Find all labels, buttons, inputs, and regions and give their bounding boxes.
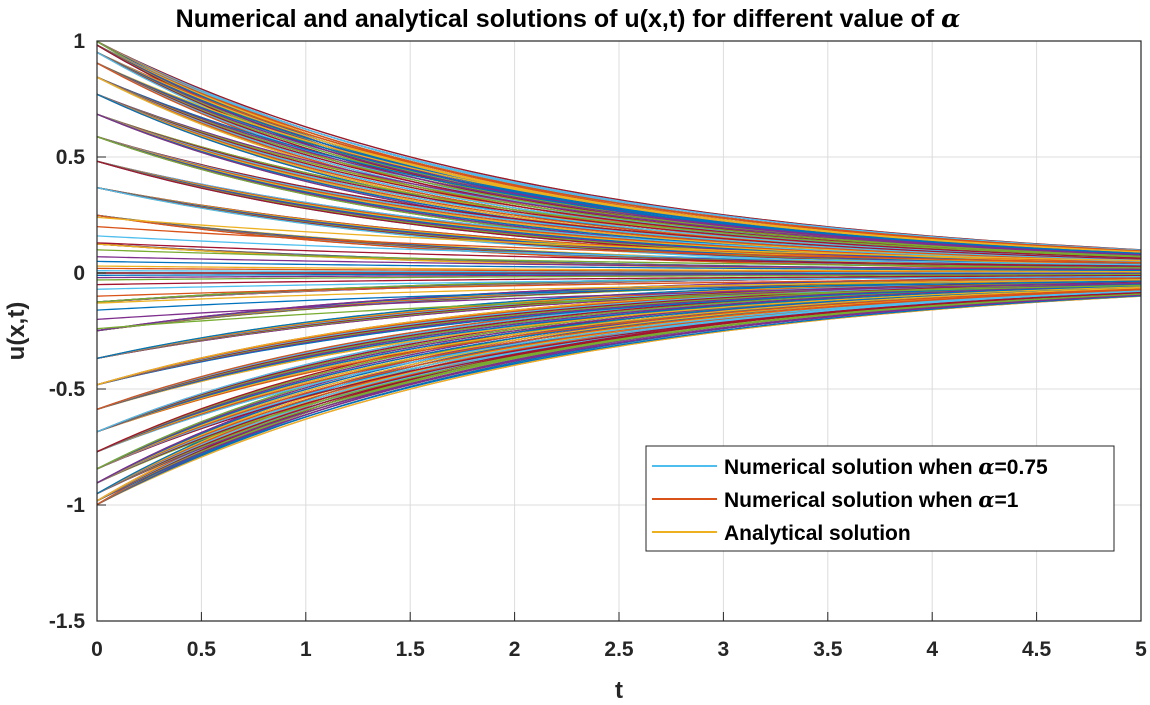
x-tick-label: 0.5 — [187, 638, 217, 661]
solution-line — [96, 281, 1142, 386]
solution-line — [96, 76, 1142, 256]
solution-line — [96, 44, 1142, 251]
chart-title: Numerical and analytical solutions of u(… — [176, 4, 961, 33]
y-tick-label: 0 — [73, 262, 85, 285]
solution-line — [96, 290, 1142, 453]
solution-line — [96, 286, 1142, 410]
solution-line — [96, 113, 1142, 259]
solution-line — [96, 277, 1142, 297]
solution-line — [96, 284, 1142, 410]
y-tick-label: -1 — [66, 494, 85, 517]
x-tick-label: 2.5 — [604, 638, 634, 661]
x-tick-label: 0 — [91, 638, 103, 661]
y-axis-label: u(x,t) — [3, 302, 30, 361]
legend-label-1: Numerical solution when α=1 — [724, 487, 1019, 512]
solution-line — [96, 265, 1142, 273]
solution-line — [96, 284, 1142, 330]
plot-lines — [96, 40, 1142, 506]
solution-line — [96, 51, 1142, 252]
solution-line — [96, 288, 1142, 433]
x-tick-label: 3 — [718, 638, 730, 661]
legend-box — [645, 445, 1115, 552]
x-tick-label: 4.5 — [1022, 638, 1052, 661]
x-tick-label: 2 — [509, 638, 521, 661]
solution-line — [96, 272, 1141, 276]
x-tick-label: 3.5 — [813, 638, 843, 661]
solution-line — [96, 285, 1142, 410]
legend-label-0: Numerical solution when α=0.75 — [724, 454, 1048, 479]
solution-line — [96, 256, 1142, 271]
solution-line — [96, 289, 1142, 470]
solution-line — [96, 295, 1142, 502]
solution-line — [96, 270, 1141, 274]
solution-line — [96, 76, 1142, 255]
solution-line — [96, 136, 1142, 260]
x-tick-label: 5 — [1135, 638, 1147, 661]
solution-line — [96, 260, 1142, 272]
solution-line — [96, 282, 1142, 321]
y-tick-labels: 1 0.5 0 -0.5 -1 -1.5 — [49, 30, 106, 633]
legend-label-2: Analytical solution — [724, 522, 911, 545]
solution-line — [96, 62, 1142, 253]
y-tick-label: 1 — [73, 30, 85, 53]
solution-line — [96, 273, 1142, 281]
solution-line — [96, 293, 1142, 484]
solution-line — [96, 287, 1142, 433]
solution-line — [96, 225, 1142, 264]
solution-line — [96, 186, 1142, 266]
solution-line — [96, 249, 1142, 269]
y-tick-label: -1.5 — [49, 610, 86, 633]
solution-line — [96, 288, 1142, 453]
y-tick-label: -0.5 — [49, 378, 86, 401]
solution-line — [96, 242, 1142, 267]
x-tick-label: 1.5 — [396, 638, 426, 661]
y-tick-label: 0.5 — [56, 146, 86, 169]
solution-line — [96, 273, 1142, 279]
solution-line — [96, 294, 1142, 495]
solution-line — [96, 291, 1142, 470]
solution-line — [96, 136, 1142, 261]
solution-line — [96, 290, 1142, 470]
legend: Numerical solution when α=0.75 Numerical… — [645, 445, 1115, 552]
x-axis-label: t — [615, 677, 623, 704]
solution-line — [96, 93, 1142, 256]
solution-line — [96, 267, 1142, 273]
x-tick-label: 4 — [926, 638, 938, 661]
solution-line — [96, 93, 1142, 258]
solution-line — [96, 160, 1142, 265]
solution-line — [96, 235, 1142, 266]
x-tick-labels: 0 0.5 1 1.5 2 2.5 3 3.5 4 4.5 5 — [91, 612, 1147, 661]
solution-line — [96, 136, 1142, 262]
solution-line — [96, 76, 1142, 257]
solution-line — [96, 216, 1142, 262]
x-tick-label: 1 — [300, 638, 312, 661]
solution-line — [96, 280, 1142, 360]
solution-line — [96, 275, 1142, 290]
solution-line — [96, 280, 1142, 311]
solution-line — [96, 113, 1142, 258]
solution-line — [96, 274, 1142, 286]
solution-line — [96, 279, 1142, 304]
